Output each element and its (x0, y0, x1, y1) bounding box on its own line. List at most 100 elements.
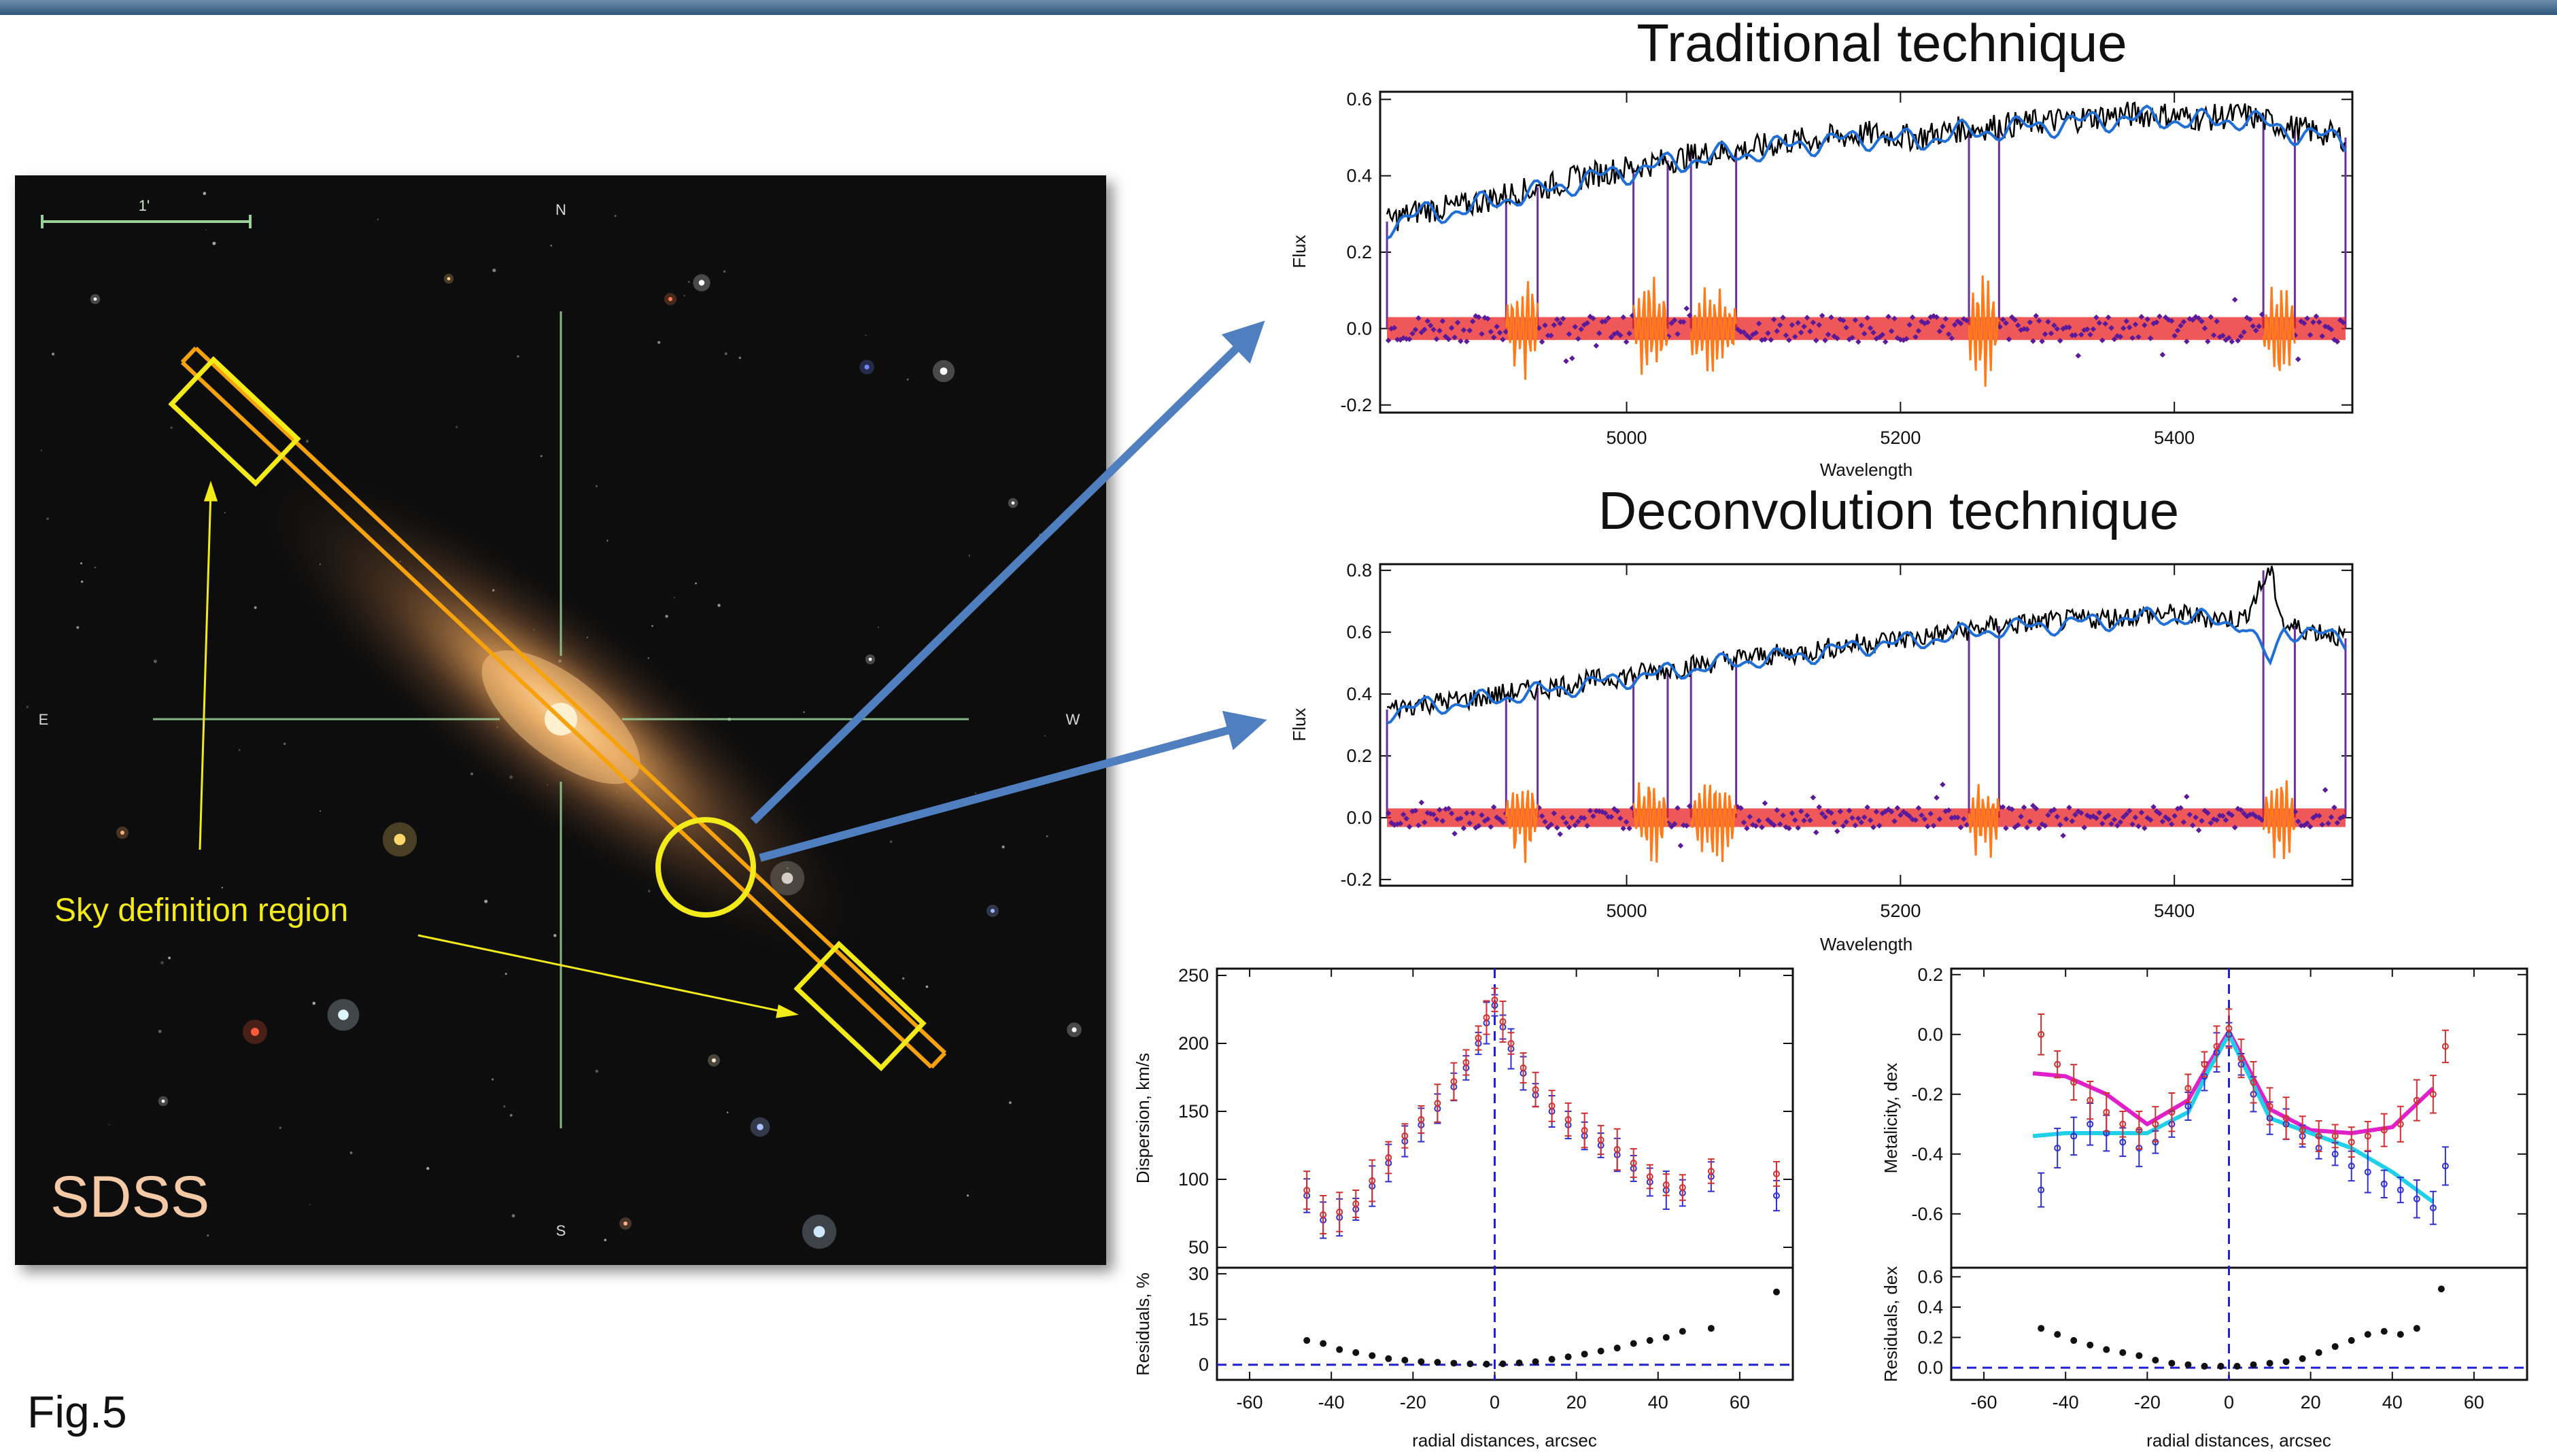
spectrum-line-model (1386, 104, 2347, 240)
x-tick-label: 0 (1490, 1392, 1500, 1412)
residual-point (1427, 322, 1434, 329)
residual-point (1828, 810, 1834, 816)
faint-star (1001, 845, 1005, 849)
residual-point (2217, 1362, 2225, 1370)
residual-point (1391, 325, 1398, 331)
residual-point (2072, 332, 2078, 339)
faint-star (168, 956, 171, 960)
residual-point (1418, 329, 1425, 336)
residual-point (1500, 336, 1506, 343)
crosshair (153, 311, 969, 1128)
residual-point (2039, 338, 2045, 345)
star (1071, 1027, 1077, 1033)
residual-point (2117, 819, 2124, 825)
residual-point (1563, 358, 1569, 364)
data-point (2087, 1096, 2094, 1104)
residual-point (1557, 831, 1563, 837)
residual-point (1807, 817, 1813, 824)
residual-point (1532, 1358, 1539, 1366)
y-axis-label-deconvolution: Flux (1289, 708, 1309, 741)
faint-star (484, 899, 488, 903)
residual-point (2099, 820, 2106, 827)
faint-star (723, 270, 726, 273)
residual-point (2180, 819, 2187, 825)
residual-point (1831, 820, 1838, 826)
residual-point (2078, 332, 2084, 338)
scale-bar-label: 1' (139, 197, 150, 214)
residual-point (2099, 337, 2106, 343)
residual-point (2075, 353, 2082, 359)
residual-point (2036, 825, 2042, 831)
spectrum-line-model (1386, 606, 2347, 725)
residual-point (2178, 322, 2184, 329)
residual-point (1551, 322, 1558, 328)
residual-point (1686, 803, 1693, 810)
residual-point (1597, 1347, 1604, 1355)
residual-point (1409, 330, 1415, 337)
residual-point (1675, 331, 1681, 337)
residual-point (2437, 1285, 2445, 1293)
residual-point (2030, 803, 2036, 809)
faint-star (865, 334, 867, 336)
data-point (1499, 1018, 1507, 1025)
residual-point (1575, 818, 1581, 825)
y-tick-label: 15 (1188, 1309, 1209, 1330)
residual-point (2331, 804, 2337, 811)
residual-point (1867, 817, 1874, 824)
data-point (2070, 1132, 2078, 1140)
residual-point (1909, 314, 1916, 321)
residual-point (1912, 817, 1919, 823)
residual-point (1566, 331, 1573, 337)
data-point (2237, 1055, 2245, 1062)
residual-point (1668, 320, 1675, 326)
faint-star (492, 268, 496, 273)
residual-point (2165, 816, 2172, 822)
residual-point (2328, 814, 2335, 820)
data-point (1418, 1116, 1425, 1123)
residual-point (2081, 825, 2087, 831)
residual-point (1852, 822, 1859, 829)
data-point (2282, 1115, 2290, 1122)
y-tick-label: 0.2 (1917, 1328, 1943, 1348)
profile-marks-metallicity: -60 -40 -20 0 20 40 60 0.2 0.0 -0.2 -0.4 -0.6 0.0 0.2… (1911, 965, 2527, 1412)
faint-star (283, 742, 286, 745)
residual-point (2111, 816, 2118, 823)
x-axis-label-traditional: Wavelength (1820, 460, 1912, 480)
residual-point (1439, 318, 1446, 324)
residual-point (2304, 315, 2310, 322)
data-point (2397, 1120, 2404, 1128)
residual-point (2214, 318, 2220, 325)
y-axis-label-dispersion-residuals: Residuals, % (1133, 1272, 1153, 1376)
faint-star (305, 440, 309, 443)
faint-star (889, 840, 893, 844)
residual-point (1879, 332, 1886, 338)
residual-point (2012, 317, 2018, 323)
residual-point (1786, 337, 1792, 343)
data-point (2441, 1162, 2449, 1170)
residual-point (2033, 313, 2039, 319)
residual-point (1458, 815, 1464, 822)
residual-point (1412, 808, 1419, 814)
data-point (1336, 1209, 1343, 1215)
residual-point (1955, 814, 1961, 820)
data-point (1630, 1160, 1637, 1166)
x-tick-label: -20 (1400, 1392, 1426, 1412)
star (668, 297, 672, 301)
residual-point (2223, 817, 2229, 823)
y-tick-label: 50 (1188, 1237, 1209, 1258)
residual-point (1961, 816, 1967, 822)
faint-star (726, 1111, 729, 1113)
data-point (2168, 1109, 2176, 1116)
residual-point (2105, 812, 2112, 818)
residual-point (2014, 322, 2021, 328)
data-point (1385, 1154, 1392, 1161)
data-point (2054, 1145, 2061, 1151)
residual-point (2328, 326, 2335, 332)
residual-point (1406, 336, 1413, 343)
faint-star (41, 449, 42, 451)
pointer-arrows (750, 320, 1267, 862)
residual-point (1780, 315, 1786, 321)
x-tick-label: 0 (2224, 1392, 2234, 1412)
data-point (2429, 1204, 2437, 1211)
residual-point (1873, 808, 1880, 815)
